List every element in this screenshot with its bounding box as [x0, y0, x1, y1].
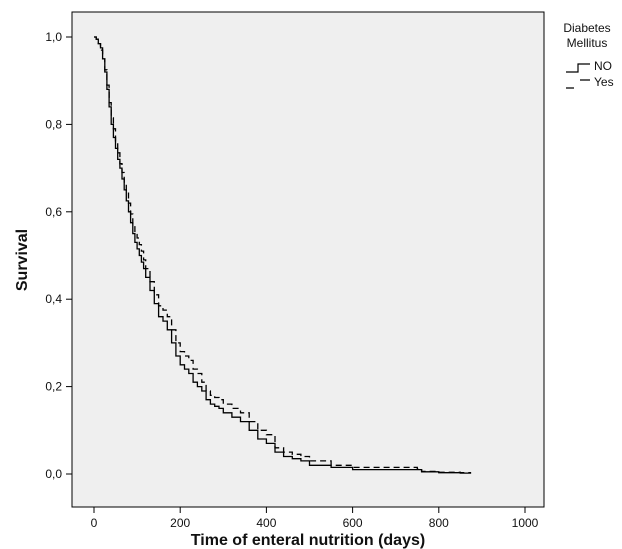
legend-label-no: NO: [594, 59, 612, 73]
y-tick-label: 0,4: [45, 292, 62, 306]
x-tick-label: 0: [91, 516, 98, 530]
x-axis: 0 200 400 600 800 1000: [91, 507, 539, 530]
x-tick-label: 800: [429, 516, 449, 530]
y-axis: 0,0 0,2 0,4 0,6 0,8 1,0: [45, 30, 72, 481]
legend-label-yes: Yes: [594, 75, 614, 89]
x-tick-label: 1000: [512, 516, 539, 530]
y-tick-label: 0,0: [45, 467, 62, 481]
legend-swatch-no: [566, 63, 590, 73]
x-tick-label: 200: [170, 516, 190, 530]
x-axis-title: Time of enteral nutrition (days): [191, 532, 425, 549]
legend: Diabetes Mellitus NO Yes: [563, 21, 613, 89]
x-tick-label: 400: [256, 516, 276, 530]
y-tick-label: 0,6: [45, 205, 62, 219]
plot-background: [71, 11, 545, 508]
legend-swatch-yes: [566, 79, 590, 89]
y-axis-title: Survival: [14, 229, 31, 291]
y-tick-label: 0,8: [45, 117, 62, 131]
legend-title-line-1: Diabetes: [563, 21, 610, 35]
x-tick-label: 600: [343, 516, 363, 530]
series-line-yes: [94, 36, 472, 474]
series-group: [94, 36, 472, 474]
y-tick-label: 1,0: [45, 30, 62, 44]
legend-title-line-2: Mellitus: [567, 36, 608, 50]
y-tick-label: 0,2: [45, 380, 62, 394]
